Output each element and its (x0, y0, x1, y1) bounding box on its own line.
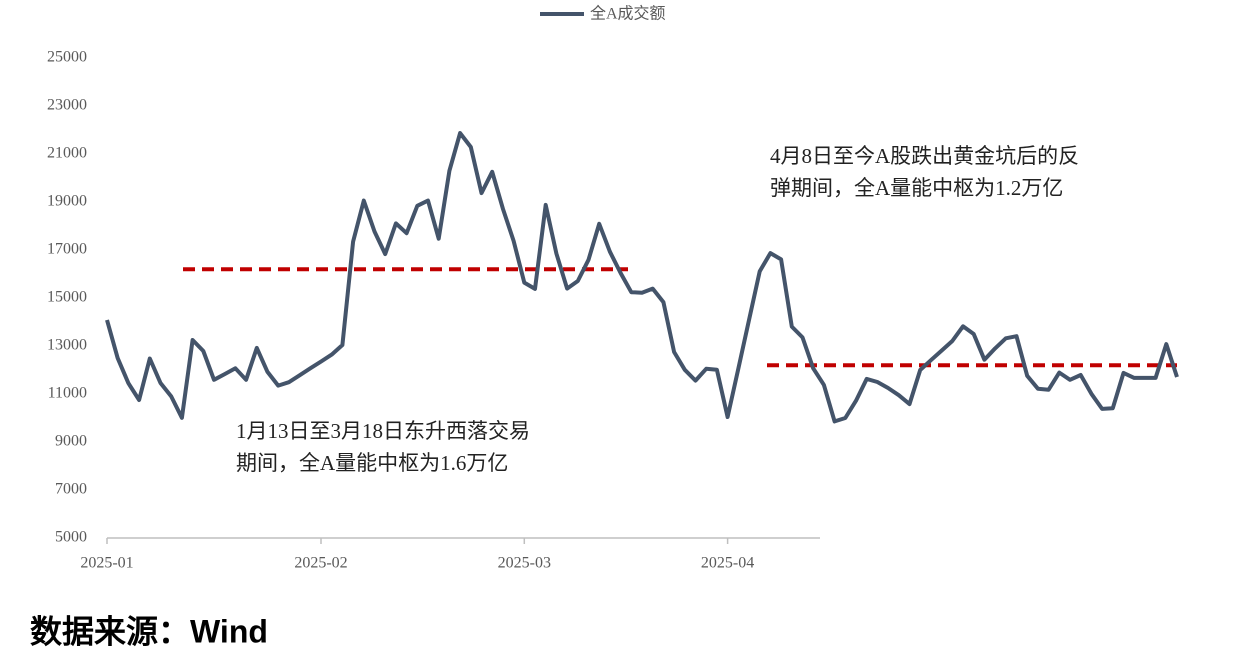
y-tick-label: 25000 (47, 49, 87, 66)
y-tick-label: 21000 (47, 145, 87, 162)
y-tick-label: 17000 (47, 241, 87, 258)
y-tick-label: 9000 (55, 433, 87, 450)
x-tick-label: 2025-02 (294, 555, 347, 572)
x-tick-label: 2025-03 (498, 555, 551, 572)
annotation: 期间，全A量能中枢为1.6万亿 (236, 451, 508, 475)
y-tick-label: 11000 (48, 385, 87, 402)
annotation: 4月8日至今A股跌出黄金坑后的反 (770, 144, 1079, 168)
x-tick-label: 2025-01 (80, 555, 133, 572)
x-tick-label: 2025-04 (701, 555, 754, 572)
y-tick-label: 7000 (55, 481, 87, 498)
annotation: 弹期间，全A量能中枢为1.2万亿 (770, 176, 1063, 200)
series-line (105, 131, 1179, 424)
y-tick-label: 15000 (47, 289, 87, 306)
legend-label: 全A成交额 (590, 5, 666, 23)
annotation: 1月13日至3月18日东升西落交易 (236, 419, 530, 443)
y-tick-label: 23000 (47, 97, 87, 114)
source-note: 数据来源：Wind (30, 613, 268, 649)
y-tick-label: 5000 (55, 529, 87, 546)
y-tick-label: 13000 (47, 337, 87, 354)
y-tick-label: 19000 (47, 193, 87, 210)
